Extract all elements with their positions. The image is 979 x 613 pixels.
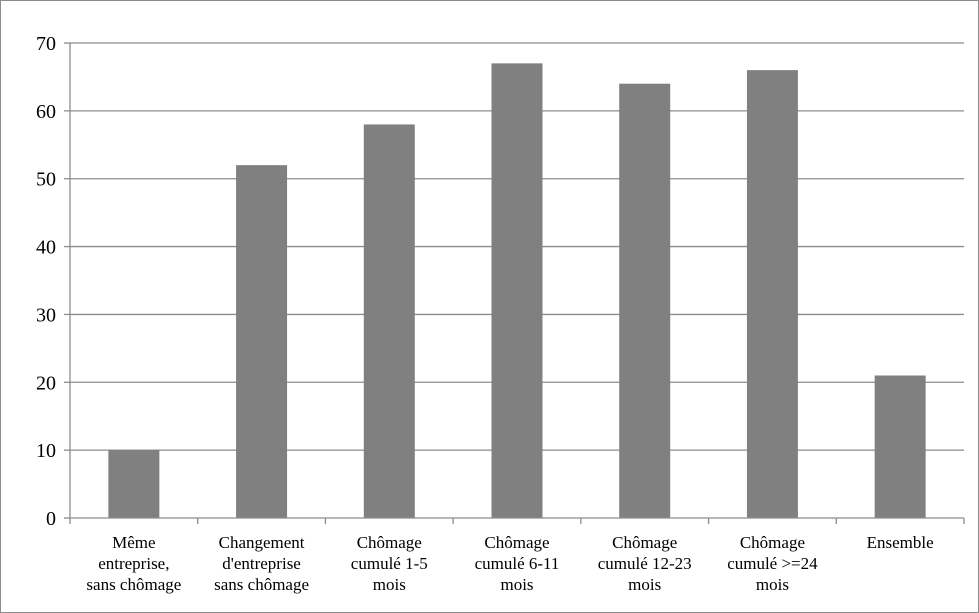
x-category-label-line: mois bbox=[500, 575, 533, 594]
y-tick-label: 70 bbox=[36, 33, 56, 55]
y-tick-label: 50 bbox=[36, 169, 56, 191]
x-category-label-line: Chômage bbox=[740, 533, 805, 552]
x-category-label-line: d'entreprise bbox=[222, 554, 301, 573]
y-tick-label: 0 bbox=[46, 508, 56, 530]
x-category-label-line: cumulé 6-11 bbox=[475, 554, 560, 573]
x-category-label-line: Chômage bbox=[484, 533, 549, 552]
x-category-label-line: mois bbox=[756, 575, 789, 594]
y-tick-label: 20 bbox=[36, 372, 56, 394]
bar-3 bbox=[363, 124, 415, 518]
x-category-label-line: cumulé 1-5 bbox=[351, 554, 428, 573]
x-category-label-line: cumulé 12-23 bbox=[598, 554, 692, 573]
x-category-label-line: Chômage bbox=[612, 533, 677, 552]
x-category-label: Chômage cumulé 1-5 mois bbox=[351, 533, 428, 594]
y-tick-labels: 0 10 20 30 40 50 60 70 bbox=[36, 33, 56, 530]
bar-2 bbox=[236, 165, 288, 518]
x-category-label-line: Même bbox=[112, 533, 155, 552]
y-tick-label: 30 bbox=[36, 304, 56, 326]
x-category-label: Même entreprise, sans chômage bbox=[86, 533, 181, 594]
bars bbox=[108, 63, 926, 519]
x-category-label-line: Changement bbox=[219, 533, 305, 552]
x-category-label: Ensemble bbox=[867, 533, 934, 552]
x-category-label: Chômage cumulé 12-23 mois bbox=[598, 533, 692, 594]
y-tick-label: 40 bbox=[36, 237, 56, 259]
bar-1 bbox=[108, 450, 160, 518]
bar-4 bbox=[491, 63, 543, 518]
x-category-label-line: sans chômage bbox=[86, 575, 181, 594]
y-tick-label: 10 bbox=[36, 440, 56, 462]
x-category-label-line: cumulé >=24 bbox=[727, 554, 818, 573]
x-category-label-line: Ensemble bbox=[867, 533, 934, 552]
x-category-label: Changement d'entreprise sans chômage bbox=[214, 533, 309, 594]
bar-7 bbox=[874, 375, 926, 518]
x-category-label: Chômage cumulé >=24 mois bbox=[727, 533, 818, 594]
x-category-label-line: entreprise, bbox=[98, 554, 169, 573]
x-category-labels: Même entreprise, sans chômage Changement d'e… bbox=[86, 533, 933, 594]
y-tick-label: 60 bbox=[36, 101, 56, 123]
x-category-label-line: mois bbox=[373, 575, 406, 594]
bar-6 bbox=[746, 70, 798, 519]
bar-5 bbox=[619, 83, 671, 518]
x-category-label: Chômage cumulé 6-11 mois bbox=[475, 533, 560, 594]
x-category-label-line: Chômage bbox=[357, 533, 422, 552]
axes bbox=[64, 42, 965, 524]
x-category-label-line: mois bbox=[628, 575, 661, 594]
x-category-label-line: sans chômage bbox=[214, 575, 309, 594]
